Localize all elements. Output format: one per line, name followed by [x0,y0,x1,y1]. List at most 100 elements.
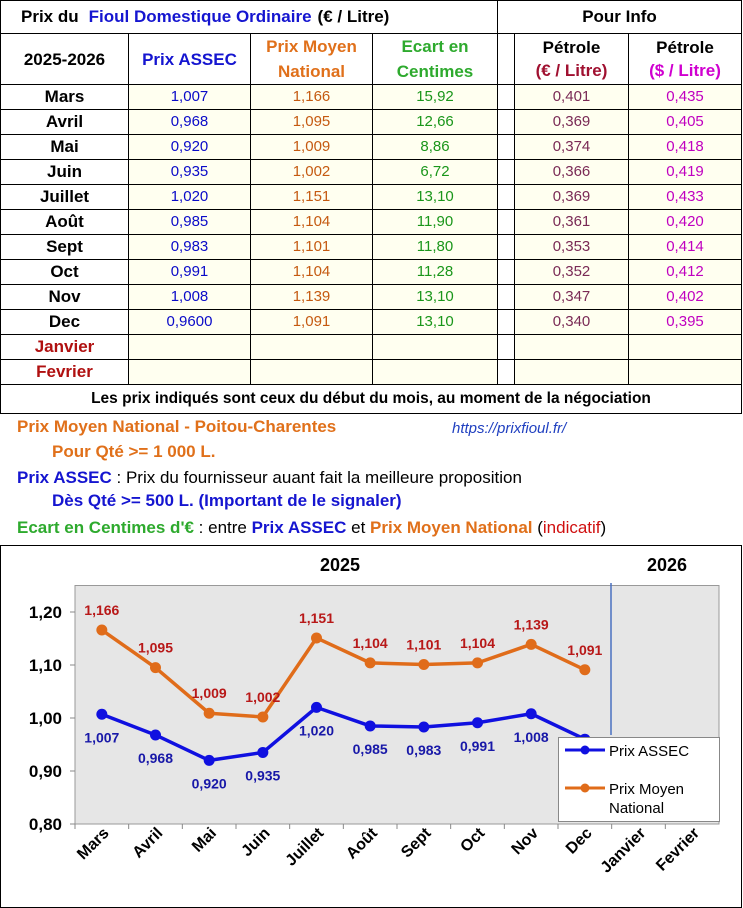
cell-value: 0,418 [666,138,704,155]
cell-value: 0,401 [552,88,591,105]
value-cell: 0,402 [628,284,742,310]
y-tick-label: 1,00 [29,709,62,728]
info-header-text: Pétrole [656,38,714,57]
cell-value: 0,433 [666,188,704,205]
data-label: 0,983 [406,742,441,758]
data-label: 1,166 [84,602,119,618]
note-part: Prix ASSEC [17,468,112,487]
point [150,729,161,741]
header-cell: Ecart en Centimes [372,33,498,85]
value-cell: 0,414 [628,234,742,260]
info-header-unit: ($ / Litre) [649,61,721,80]
gap-cell [497,334,515,360]
cell-value: 0,935 [170,163,209,180]
year-label: 2025 [320,555,360,575]
x-tick-label: Oct [457,824,488,855]
cell-value: 0,340 [552,313,591,330]
cell-value: 0,402 [666,288,704,305]
value-cell: 12,66 [372,109,498,135]
note-line: Prix Moyen National - Poitou-Charentes [17,417,336,437]
gap-cell [497,184,515,210]
x-tick-label: Janvier [598,825,650,877]
note-line: Dès Qté >= 500 L. (Important de le signa… [52,491,402,511]
value-cell: 1,139 [250,284,373,310]
month-label: Oct [50,262,79,281]
value-cell: 0,412 [628,259,742,285]
info-title-cell: Pour Info [497,0,742,34]
info-title: Pour Info [582,7,657,26]
x-tick-label: Mars [74,825,113,864]
value-cell: 1,009 [250,134,373,160]
month-cell: Fevrier [0,359,129,385]
value-cell: 1,091 [250,309,373,335]
cell-value: 0,369 [552,188,591,205]
point [579,664,591,676]
x-tick-label: Sept [398,824,435,861]
header-text: Prix Moyen National [266,37,357,81]
data-label: 1,002 [245,689,280,705]
note-part: ( [532,518,543,537]
legend-marker [580,783,590,793]
value-cell: 13,10 [372,184,498,210]
month-cell: Nov [0,284,129,310]
note-part: Pour Qté >= 1 000 L. [52,442,216,461]
value-cell: 1,002 [250,159,373,185]
value-cell: 0,369 [514,184,629,210]
point [472,657,483,669]
point [96,708,108,720]
note-part: https://prixfioul.fr/ [452,420,567,437]
value-cell: 1,007 [128,84,251,110]
series-line [101,705,586,763]
cell-value: 11,28 [416,263,454,280]
value-cell [628,334,742,360]
data-label: 0,991 [460,738,495,754]
value-cell [128,334,251,360]
value-cell: 0,419 [628,159,742,185]
value-cell: 0,374 [514,134,629,160]
month-label: Août [45,212,84,231]
value-cell: 0,361 [514,209,629,235]
data-label: 1,139 [514,616,549,632]
value-cell: 1,095 [250,109,373,135]
info-header-cell: Pétrole ($ / Litre) [628,33,742,85]
note-part: : Prix du fournisseur auant fait la meil… [111,468,522,487]
month-cell: Avril [0,109,129,135]
value-cell: 1,166 [250,84,373,110]
data-label: 1,091 [567,642,602,658]
value-cell: 1,104 [250,259,373,285]
point [150,662,161,674]
month-cell: Août [0,209,129,235]
value-cell: 15,92 [372,84,498,110]
note-part: Prix Moyen National [370,518,533,537]
cell-value: 8,86 [420,138,450,155]
value-cell: 0,991 [128,259,251,285]
cell-value: 13,10 [416,288,454,305]
note-part: et [346,518,371,537]
cell-value: 1,009 [292,138,331,155]
value-cell: 1,020 [128,184,251,210]
legend-item: Prix ASSEC [563,742,709,761]
cell-value: 1,020 [170,188,209,205]
cell-value: 11,90 [416,213,454,230]
gap-cell [497,209,515,235]
point [257,711,269,723]
note-part: Prix Moyen National - Poitou-Charentes [17,417,337,436]
value-cell: 0,405 [628,109,742,135]
data-label: 0,968 [138,750,173,766]
month-label: Juillet [39,187,90,206]
gap-cell [497,109,515,135]
cell-value: 0,369 [552,113,591,130]
title-cell: Prix du Fioul Domestique Ordinaire (€ / Li… [0,0,498,34]
gap-cell [497,284,515,310]
note-line: Pour Qté >= 1 000 L. [52,442,215,462]
cell-value: 0,420 [666,213,704,230]
point [257,746,269,758]
cell-value: 1,104 [292,213,331,230]
data-label: 0,920 [192,775,227,791]
cell-value: 0,395 [666,313,704,330]
cell-value: 0,347 [552,288,591,305]
note-part: Prix ASSEC [251,518,347,537]
value-cell: 0,983 [128,234,251,260]
month-label: Fevrier [36,362,93,381]
